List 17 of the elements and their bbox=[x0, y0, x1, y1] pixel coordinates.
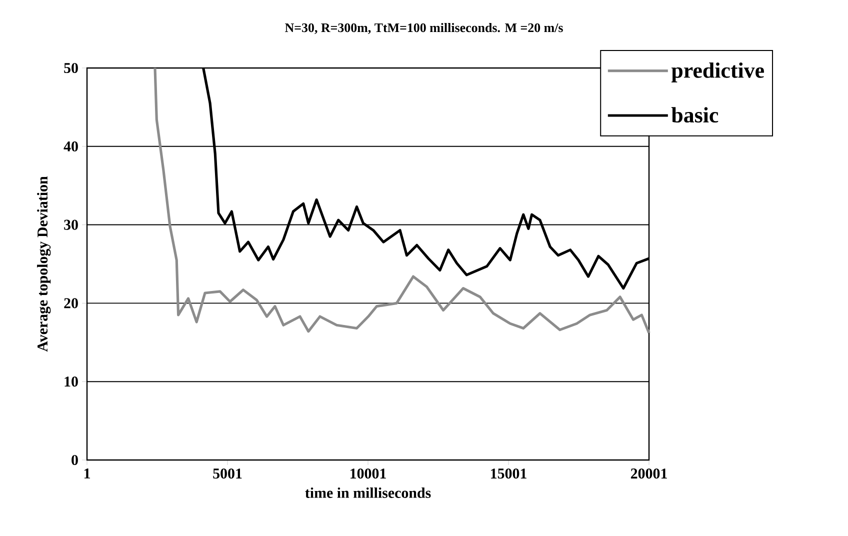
chart-title: N=30, R=300m, TtM=100 milliseconds. M =20 m/s bbox=[285, 23, 563, 34]
x-axis-title: time in milliseconds bbox=[305, 487, 431, 498]
x-tick-label: 20001 bbox=[630, 468, 667, 479]
y-tick-label: 30 bbox=[64, 220, 78, 230]
y-tick-label: 0 bbox=[72, 454, 78, 466]
legend-label: basic bbox=[671, 107, 718, 123]
y-tick-label: 40 bbox=[64, 141, 78, 152]
x-tick-label: 5001 bbox=[213, 468, 242, 479]
x-tick-label: 1 bbox=[84, 468, 90, 478]
x-tick-label: 15001 bbox=[491, 468, 526, 479]
line-series bbox=[154, 66, 650, 334]
legend-label: predictive bbox=[671, 62, 764, 82]
y-tick-label: 10 bbox=[64, 376, 78, 387]
x-tick-label: 10001 bbox=[350, 468, 386, 479]
y-tick-label: 50 bbox=[64, 62, 78, 74]
y-tick-label: 20 bbox=[64, 298, 78, 308]
y-axis-title: Average topology Deviation bbox=[37, 176, 51, 352]
